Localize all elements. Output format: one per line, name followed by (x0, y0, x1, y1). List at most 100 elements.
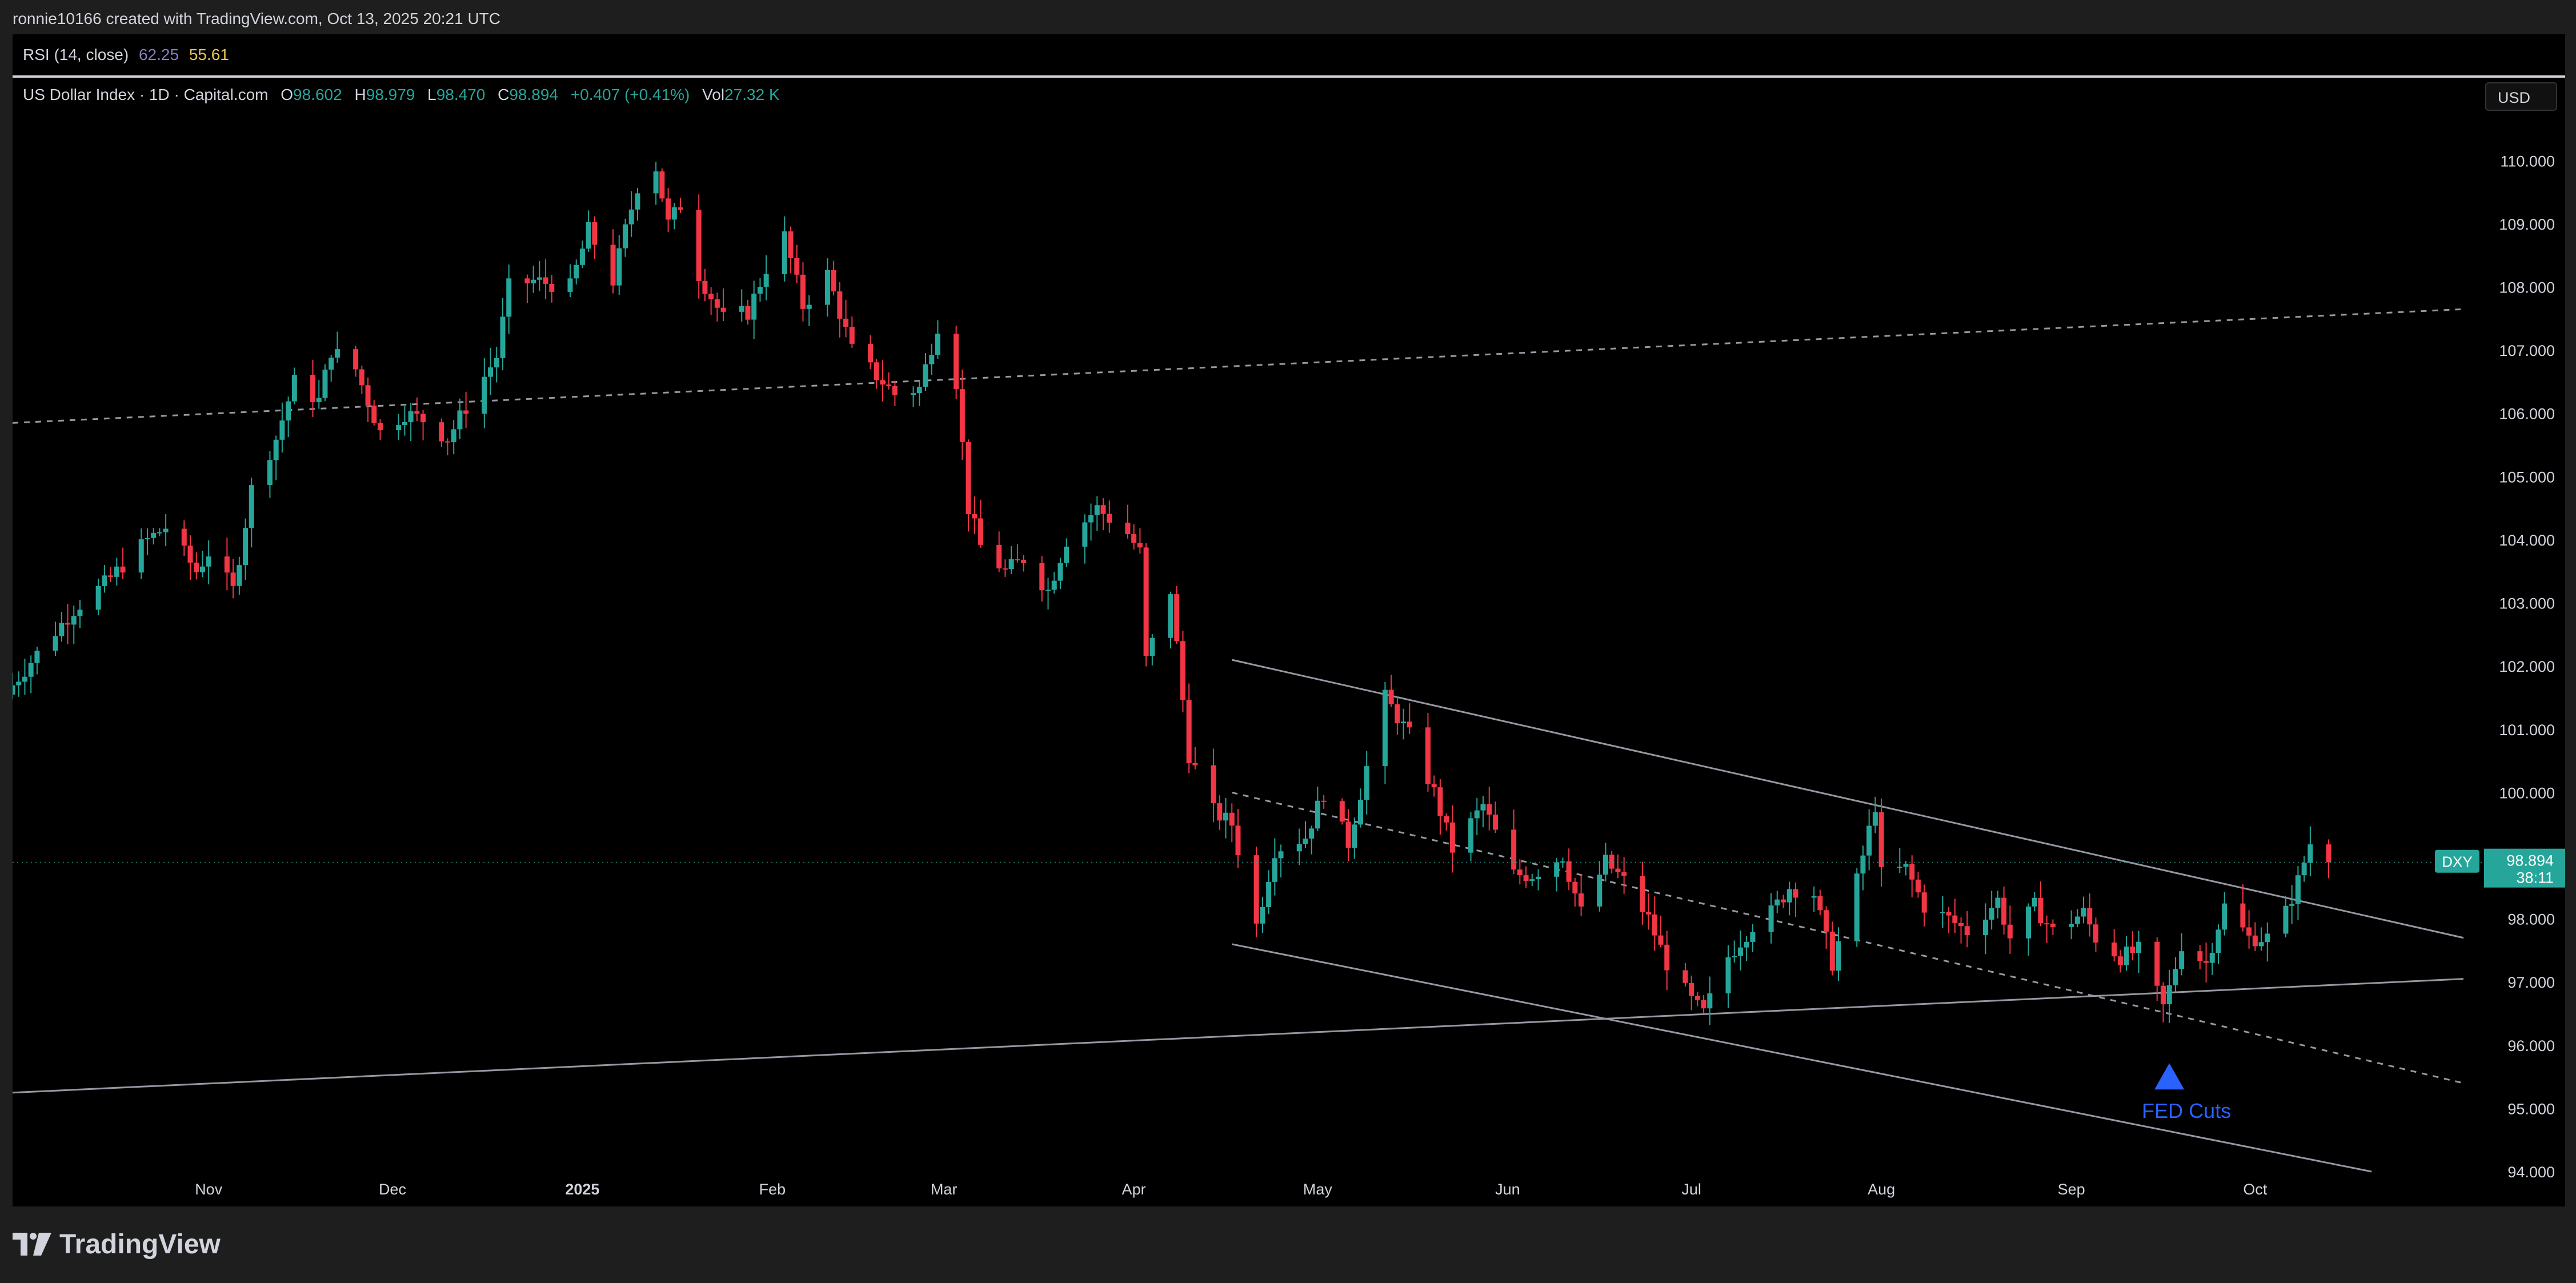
candle[interactable] (1480, 804, 1486, 811)
candle[interactable] (1811, 896, 1817, 898)
candle[interactable] (623, 224, 628, 248)
candle[interactable] (567, 278, 573, 292)
candle[interactable] (1180, 641, 1185, 700)
candle[interactable] (824, 270, 830, 305)
candle[interactable] (996, 544, 1002, 569)
candle[interactable] (886, 384, 892, 386)
candle[interactable] (1253, 855, 1259, 924)
candle[interactable] (1382, 689, 1388, 767)
candle[interactable] (1407, 721, 1412, 728)
candle[interactable] (2044, 923, 2050, 925)
candle[interactable] (2117, 956, 2123, 965)
candle[interactable] (1989, 908, 1994, 920)
candle[interactable] (1401, 721, 1407, 724)
candle[interactable] (1468, 818, 1474, 853)
candle[interactable] (1689, 983, 1694, 996)
fed-cuts-arrow-icon[interactable] (2154, 1063, 2185, 1090)
candle[interactable] (616, 248, 622, 286)
candle[interactable] (457, 410, 463, 430)
candle[interactable] (1192, 763, 1198, 765)
candle[interactable] (402, 422, 407, 426)
candle[interactable] (1529, 879, 1535, 881)
trend-line-4[interactable] (1231, 791, 2464, 1084)
candle[interactable] (880, 380, 886, 385)
candle[interactable] (1223, 812, 1229, 821)
candle[interactable] (1554, 862, 1560, 877)
candle[interactable] (439, 422, 444, 442)
candle[interactable] (806, 304, 812, 309)
candle[interactable] (187, 546, 193, 563)
candle[interactable] (316, 398, 322, 403)
candle[interactable] (2204, 961, 2209, 963)
candle[interactable] (371, 405, 377, 423)
candle[interactable] (2258, 942, 2264, 947)
currency-button[interactable]: USD (2485, 82, 2557, 111)
candle[interactable] (2326, 844, 2331, 863)
candle[interactable] (500, 316, 506, 358)
candle[interactable] (574, 264, 579, 279)
candle[interactable] (322, 370, 328, 398)
candle[interactable] (1940, 912, 1945, 913)
candle[interactable] (2081, 908, 2086, 917)
candle[interactable] (1664, 944, 1670, 971)
candle[interactable] (194, 562, 199, 572)
candle[interactable] (108, 575, 114, 577)
candle[interactable] (911, 393, 916, 395)
trend-line-5[interactable] (1231, 943, 2372, 1173)
candle[interactable] (935, 334, 940, 355)
candle[interactable] (678, 207, 683, 210)
candle[interactable] (1045, 590, 1051, 591)
candle[interactable] (653, 171, 659, 194)
candle[interactable] (163, 528, 169, 532)
candle[interactable] (157, 532, 162, 534)
candle[interactable] (831, 270, 836, 292)
candle[interactable] (916, 387, 922, 394)
candle[interactable] (1131, 534, 1137, 543)
candle[interactable] (1321, 800, 1327, 802)
candle[interactable] (1694, 996, 1700, 1000)
candle[interactable] (1732, 956, 1737, 957)
candle[interactable] (1774, 899, 1780, 906)
candle[interactable] (95, 586, 101, 610)
candle[interactable] (2050, 923, 2056, 927)
candle[interactable] (463, 410, 469, 414)
candle[interactable] (2130, 946, 2136, 953)
candle[interactable] (2307, 844, 2313, 863)
candle[interactable] (1358, 799, 1363, 825)
candle[interactable] (868, 343, 873, 363)
candle[interactable] (2087, 908, 2093, 925)
candle[interactable] (1682, 970, 1688, 983)
candle[interactable] (2216, 929, 2221, 953)
candle[interactable] (1958, 923, 1964, 927)
candle[interactable] (102, 575, 107, 586)
candle[interactable] (1860, 855, 1866, 874)
candle[interactable] (635, 193, 640, 210)
candle[interactable] (2093, 924, 2098, 943)
trend-line-1[interactable] (13, 308, 2464, 424)
candle[interactable] (1836, 941, 1841, 971)
candle[interactable] (16, 681, 22, 685)
candle[interactable] (978, 518, 984, 545)
candle[interactable] (444, 441, 450, 443)
candle[interactable] (788, 231, 794, 258)
candle[interactable] (310, 375, 316, 403)
candle[interactable] (628, 209, 634, 224)
candle[interactable] (2032, 897, 2037, 907)
candle[interactable] (1235, 825, 1241, 856)
candle[interactable] (1272, 858, 1277, 882)
candle[interactable] (334, 349, 340, 358)
candle[interactable] (1597, 875, 1603, 907)
candle[interactable] (378, 423, 383, 431)
candle[interactable] (1707, 993, 1713, 1009)
candle[interactable] (2160, 985, 2166, 1005)
candle[interactable] (1168, 594, 1173, 638)
candle[interactable] (1866, 825, 1872, 856)
candle[interactable] (2301, 863, 2307, 876)
candle[interactable] (2154, 941, 2160, 986)
candle[interactable] (745, 306, 751, 320)
candle[interactable] (843, 318, 849, 327)
candle[interactable] (1339, 801, 1345, 822)
candle[interactable] (1658, 935, 1664, 945)
candle[interactable] (1854, 873, 1860, 941)
ticker-tag[interactable] (2435, 849, 2479, 873)
